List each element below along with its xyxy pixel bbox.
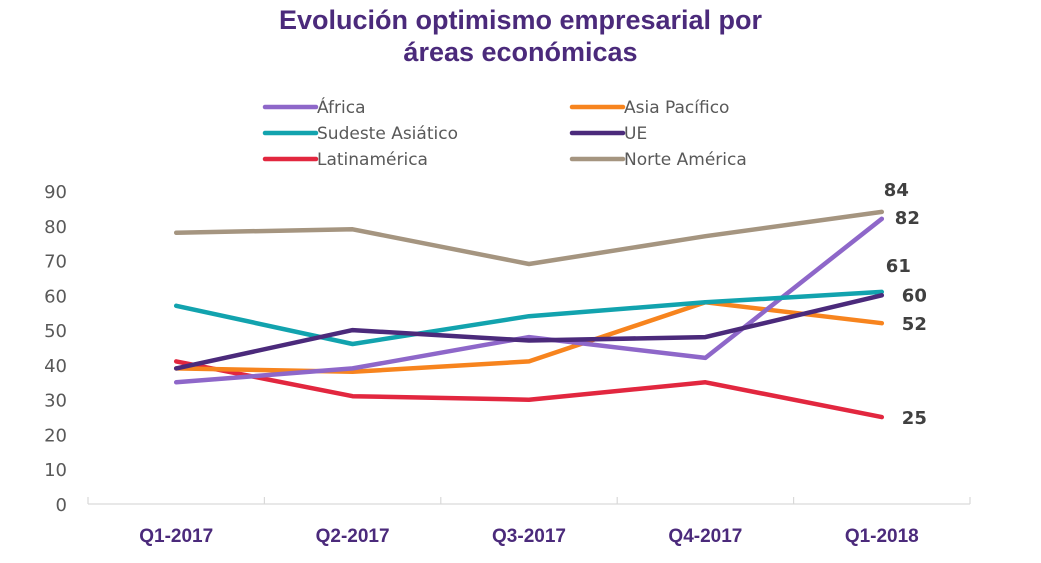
series-line-africa [173, 216, 885, 385]
legend-item-asia-pacifico: Asia Pacífico [569, 98, 729, 118]
legend-label-ue: UE [624, 124, 647, 144]
legend-label-latinamerica: Latinamérica [317, 150, 428, 170]
legend-label-norte-america: Norte América [624, 150, 747, 170]
legend-label-africa: África [317, 96, 366, 118]
legend-item-sudeste-asiatico: Sudeste Asiático [262, 124, 458, 144]
series-line-sudeste-asiatico [173, 289, 885, 347]
data-label-ue: 60 [902, 285, 927, 306]
legend-item-ue: UE [569, 124, 647, 144]
y-tick-label: 10 [44, 460, 67, 481]
y-tick-label: 0 [56, 495, 67, 516]
x-tick-label-q1-2017: Q1-2017 [139, 526, 213, 547]
data-label-latinamerica: 25 [902, 408, 927, 429]
x-tick-label-q3-2017: Q3-2017 [492, 526, 566, 547]
y-tick-label: 70 [44, 252, 67, 273]
legend-label-sudeste-asiatico: Sudeste Asiático [317, 124, 458, 144]
y-tick-label: 30 [44, 391, 67, 412]
legend-item-africa: África [262, 96, 366, 118]
legend-item-latinamerica: Latinamérica [262, 150, 428, 170]
x-axis: Q1-2017 Q2-2017 Q3-2017 Q4-2017 Q1-2018 [87, 497, 971, 547]
chart-title-line-1: Evolución optimismo empresarial por [278, 5, 763, 35]
legend-label-asia-pacifico: Asia Pacífico [624, 98, 729, 118]
chart-title-line-2: áreas económicas [403, 37, 638, 67]
series-line-ue [173, 293, 885, 371]
data-label-asia-pacifico: 52 [902, 314, 927, 335]
series-line-latinamerica [173, 359, 885, 420]
x-tick-label-q4-2017: Q4-2017 [668, 526, 742, 547]
x-tick-label-q2-2017: Q2-2017 [316, 526, 390, 547]
y-tick-label: 40 [44, 356, 67, 377]
data-label-africa: 82 [895, 208, 920, 229]
chart-title: Evolución optimismo empresarial por área… [0, 4, 1041, 68]
data-label-sudeste-asiatico: 61 [886, 256, 911, 277]
legend-item-norte-america: Norte América [569, 150, 747, 170]
y-tick-label: 60 [44, 286, 67, 307]
y-tick-label: 20 [44, 425, 67, 446]
y-tick-label: 80 [44, 217, 67, 238]
series-lines [173, 209, 885, 420]
x-tick-label-q1-2018: Q1-2018 [845, 526, 919, 547]
y-tick-label: 90 [44, 182, 67, 203]
y-tick-label: 50 [44, 321, 67, 342]
series-line-norte-america [173, 209, 885, 267]
data-label-norte-america: 84 [884, 180, 909, 201]
data-labels: 82 52 61 60 25 84 [884, 180, 927, 429]
legend: África Asia Pacífico Sudeste Asiático UE Lat… [262, 96, 747, 170]
y-axis: 0 10 20 30 40 50 60 70 80 90 [44, 182, 67, 516]
